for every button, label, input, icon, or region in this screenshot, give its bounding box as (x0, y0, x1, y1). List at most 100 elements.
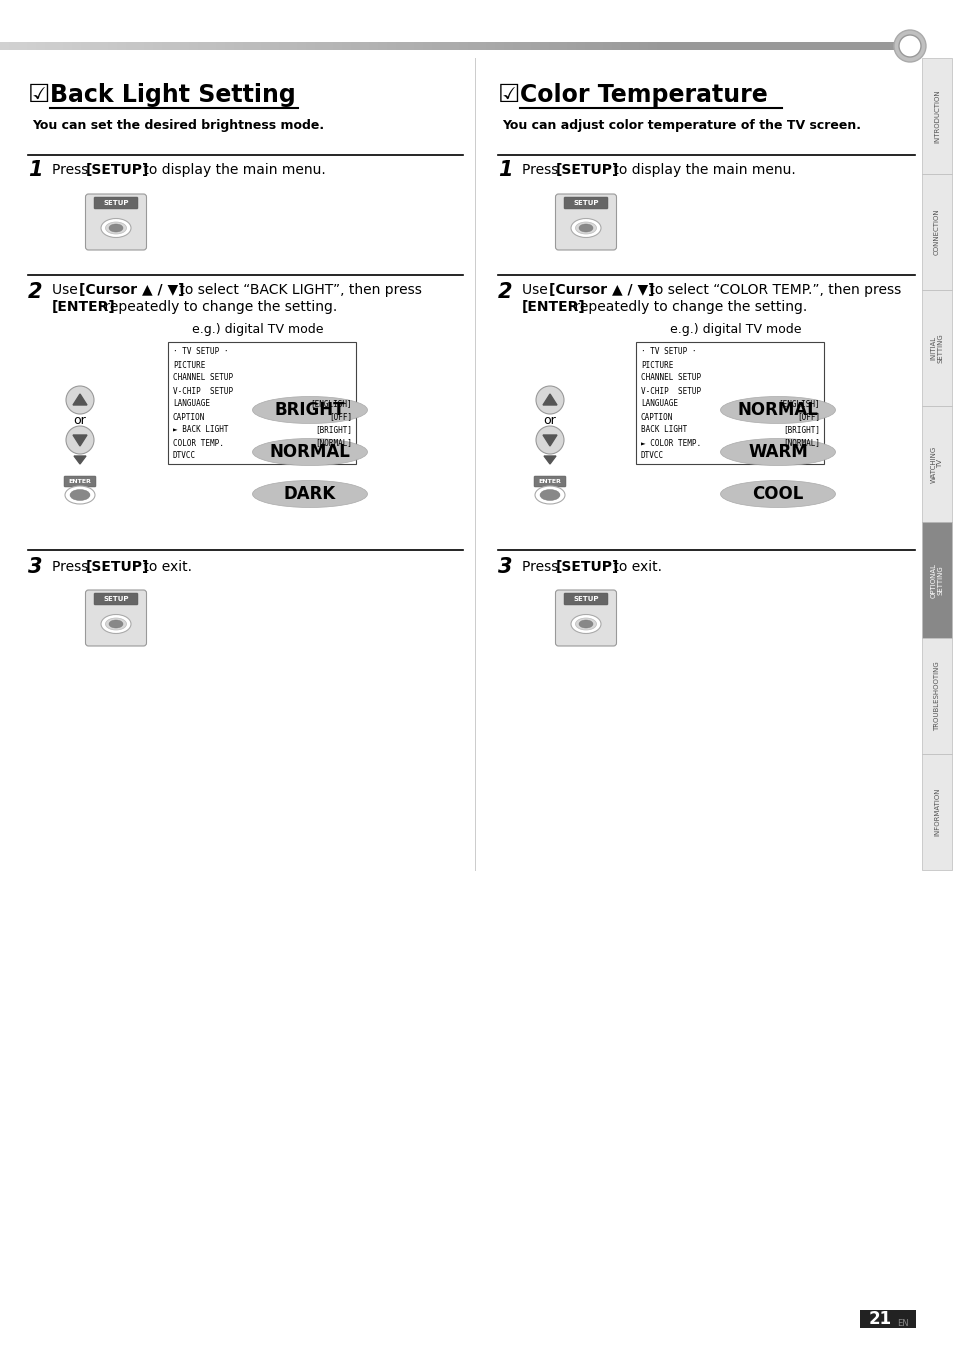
Text: 2: 2 (497, 282, 512, 302)
Ellipse shape (65, 487, 95, 504)
Bar (0, 42, 10, 50)
Bar (513, 42, 521, 50)
FancyBboxPatch shape (563, 593, 607, 605)
Text: V-CHIP  SETUP: V-CHIP SETUP (640, 387, 700, 395)
Ellipse shape (253, 480, 367, 507)
Text: to display the main menu.: to display the main menu. (139, 163, 325, 177)
Bar (359, 42, 369, 50)
Text: to exit.: to exit. (139, 559, 192, 574)
Ellipse shape (253, 438, 367, 465)
Text: PICTURE: PICTURE (172, 360, 205, 369)
Bar (252, 42, 261, 50)
Bar (270, 42, 279, 50)
Text: V-CHIP  SETUP: V-CHIP SETUP (172, 387, 233, 395)
Ellipse shape (575, 222, 596, 235)
Bar (558, 42, 567, 50)
Polygon shape (542, 435, 557, 446)
Circle shape (893, 30, 925, 62)
Bar (584, 42, 594, 50)
FancyBboxPatch shape (64, 476, 96, 487)
Bar (503, 42, 513, 50)
Polygon shape (74, 456, 86, 464)
Ellipse shape (720, 480, 835, 507)
Bar (135, 42, 144, 50)
Bar (468, 42, 476, 50)
Text: 1: 1 (28, 160, 43, 181)
Bar (369, 42, 377, 50)
Text: Color Temperature: Color Temperature (519, 84, 767, 106)
Text: DTVCC: DTVCC (640, 452, 663, 461)
Text: repeatedly to change the setting.: repeatedly to change the setting. (100, 301, 337, 314)
Bar (773, 42, 782, 50)
Text: TROUBLESHOOTING: TROUBLESHOOTING (933, 661, 939, 731)
Ellipse shape (109, 224, 123, 232)
Circle shape (536, 426, 563, 454)
Text: to exit.: to exit. (608, 559, 661, 574)
Text: [BRIGHT]: [BRIGHT] (314, 426, 352, 434)
Bar (180, 42, 189, 50)
Bar (351, 42, 360, 50)
Text: or: or (73, 414, 87, 426)
Bar (189, 42, 198, 50)
Bar (45, 42, 54, 50)
Bar (27, 42, 36, 50)
Bar (872, 42, 882, 50)
Text: · TV SETUP ·: · TV SETUP · (172, 348, 229, 356)
Bar (288, 42, 297, 50)
Bar (90, 42, 99, 50)
Text: · TV SETUP ·: · TV SETUP · (640, 348, 696, 356)
Text: repeatedly to change the setting.: repeatedly to change the setting. (569, 301, 806, 314)
Text: You can set the desired brightness mode.: You can set the desired brightness mode. (32, 119, 324, 132)
Text: ENTER: ENTER (538, 479, 561, 484)
Bar (620, 42, 630, 50)
Text: [Cursor ▲ / ▼]: [Cursor ▲ / ▼] (79, 283, 184, 297)
Ellipse shape (578, 224, 593, 232)
Bar (602, 42, 612, 50)
Text: [NORMAL]: [NORMAL] (782, 438, 820, 448)
Bar (341, 42, 351, 50)
Bar (225, 42, 233, 50)
Bar (485, 42, 495, 50)
Bar (422, 42, 432, 50)
Text: COLOR TEMP.: COLOR TEMP. (172, 438, 224, 448)
Bar (395, 42, 405, 50)
Bar (710, 42, 720, 50)
Bar (162, 42, 171, 50)
Bar (859, 1310, 915, 1328)
Bar (809, 42, 819, 50)
Ellipse shape (70, 489, 90, 500)
Ellipse shape (535, 487, 564, 504)
Text: to select “BACK LIGHT”, then press: to select “BACK LIGHT”, then press (174, 283, 421, 297)
Ellipse shape (571, 615, 600, 634)
Bar (152, 42, 162, 50)
Bar (99, 42, 108, 50)
Bar (333, 42, 342, 50)
Text: INTRODUCTION: INTRODUCTION (933, 89, 939, 143)
Bar (576, 42, 584, 50)
Text: WATCHING
TV: WATCHING TV (930, 445, 943, 483)
Text: SETUP: SETUP (103, 200, 129, 206)
Text: to select “COLOR TEMP.”, then press: to select “COLOR TEMP.”, then press (644, 283, 901, 297)
Bar (845, 42, 854, 50)
Text: e.g.) digital TV mode: e.g.) digital TV mode (670, 324, 801, 337)
Circle shape (898, 35, 920, 57)
Text: e.g.) digital TV mode: e.g.) digital TV mode (193, 324, 323, 337)
Ellipse shape (578, 620, 593, 628)
Bar (818, 42, 827, 50)
Text: Use: Use (52, 283, 82, 297)
Ellipse shape (720, 396, 835, 423)
Bar (387, 42, 395, 50)
Bar (71, 42, 81, 50)
Text: BACK LIGHT: BACK LIGHT (640, 426, 686, 434)
Bar (764, 42, 774, 50)
Text: [OFF]: [OFF] (796, 412, 820, 422)
Text: CONNECTION: CONNECTION (933, 209, 939, 255)
Text: [SETUP]: [SETUP] (86, 559, 150, 574)
Bar (863, 42, 872, 50)
Bar (296, 42, 306, 50)
Bar (432, 42, 440, 50)
Text: OPTIONAL
SETTING: OPTIONAL SETTING (930, 562, 943, 597)
Bar (594, 42, 602, 50)
Bar (639, 42, 647, 50)
Text: [NORMAL]: [NORMAL] (314, 438, 352, 448)
